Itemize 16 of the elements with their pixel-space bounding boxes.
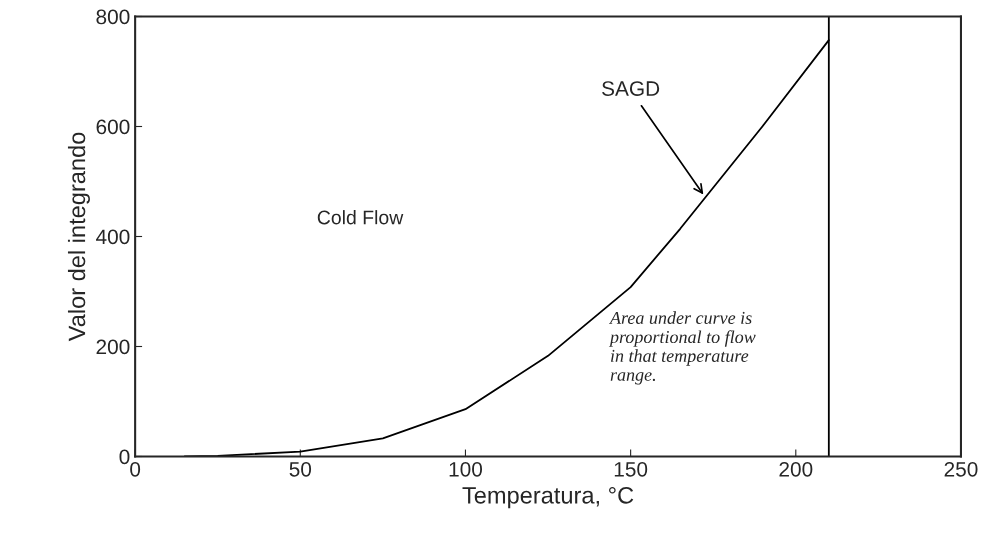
x-tick-label: 150 <box>614 461 648 477</box>
y-tick-label: 400 <box>96 229 130 245</box>
annotation: Cold Flow <box>317 210 404 225</box>
annotation: SAGD <box>602 81 660 96</box>
x-tick-label: 200 <box>779 461 813 477</box>
y-tick-label: 200 <box>96 339 130 355</box>
annotation: Area under curve is proportional to flow in that temperature range. <box>608 311 756 385</box>
x-tick-label: 250 <box>944 461 978 477</box>
y-tick-label: 800 <box>96 9 130 25</box>
x-tick-label: 100 <box>449 461 483 477</box>
x-axis-title: Temperatura, °C <box>462 486 634 509</box>
y-axis-title: Valor del integrando <box>67 132 90 342</box>
y-tick-label: 600 <box>96 119 130 135</box>
x-tick-label: 0 <box>130 461 141 477</box>
y-tick-label: 0 <box>119 449 130 465</box>
x-tick-label: 50 <box>289 461 312 477</box>
